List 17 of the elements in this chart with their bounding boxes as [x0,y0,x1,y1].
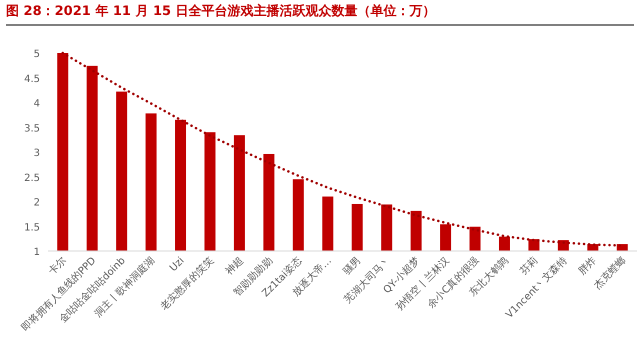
y-tick-label: 5 [34,49,40,60]
y-tick-label: 3 [34,148,40,159]
y-tick-label: 2 [34,198,40,208]
y-tick-label: 4.5 [24,74,40,85]
x-tick-label: 卡尔 [46,254,69,278]
y-tick-label: 4 [34,98,40,110]
y-tick-label: 1.5 [24,222,40,234]
x-tick-label: 胖炸 [576,254,599,278]
x-tick-label: Uzi [168,255,187,274]
y-tick-label: 1 [34,247,40,258]
x-tick-label: 芬莉 [517,254,540,278]
chart-title: 图 28：2021 年 11 月 15 日全平台游戏主播活跃观众数量（单位：万） [6,3,436,19]
x-tick-label: 骚男 [341,255,364,278]
line-series [61,52,624,247]
y-tick-label: 2.5 [24,172,40,184]
x-tick-label: 神超 [222,254,246,278]
y-tick-label: 3.5 [24,123,40,134]
